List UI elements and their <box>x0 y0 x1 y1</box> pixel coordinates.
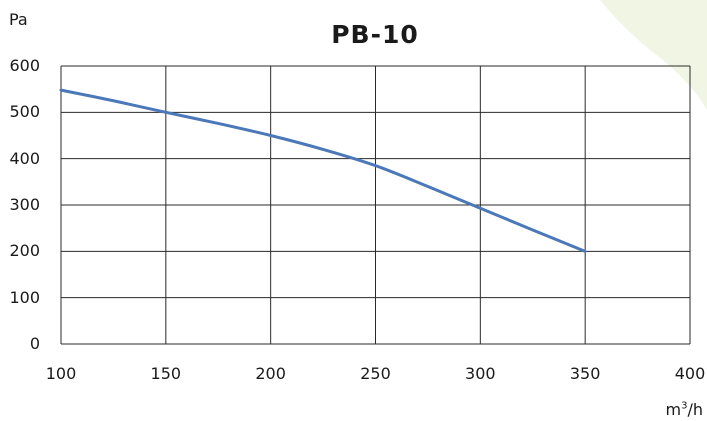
x-tick-label: 250 <box>360 364 391 383</box>
y-tick-label: 500 <box>9 102 40 122</box>
y-tick-label: 600 <box>9 56 40 75</box>
y-tick-label: 300 <box>9 195 40 214</box>
x-axis-unit-exponent: 3 <box>681 400 688 412</box>
x-tick-label: 300 <box>465 364 496 383</box>
y-tick-label: 200 <box>9 241 40 261</box>
y-axis-unit-label: Pa <box>9 10 28 29</box>
x-tick-label: 100 <box>45 364 77 383</box>
x-tick-label: 400 <box>674 364 706 383</box>
y-tick-label: 100 <box>9 287 40 307</box>
chart-title: PB-10 <box>331 20 419 49</box>
x-axis-unit-label: m3/h <box>666 400 704 419</box>
series-line <box>59 88 587 253</box>
x-tick-label: 350 <box>569 364 601 383</box>
x-axis-unit-base: m <box>665 400 682 419</box>
x-tick-label: 150 <box>150 364 182 383</box>
x-axis-unit-rest: /h <box>687 400 703 419</box>
y-tick-label: 400 <box>9 148 40 168</box>
x-tick-label: 200 <box>255 364 286 383</box>
y-tick-label: 0 <box>29 334 40 353</box>
